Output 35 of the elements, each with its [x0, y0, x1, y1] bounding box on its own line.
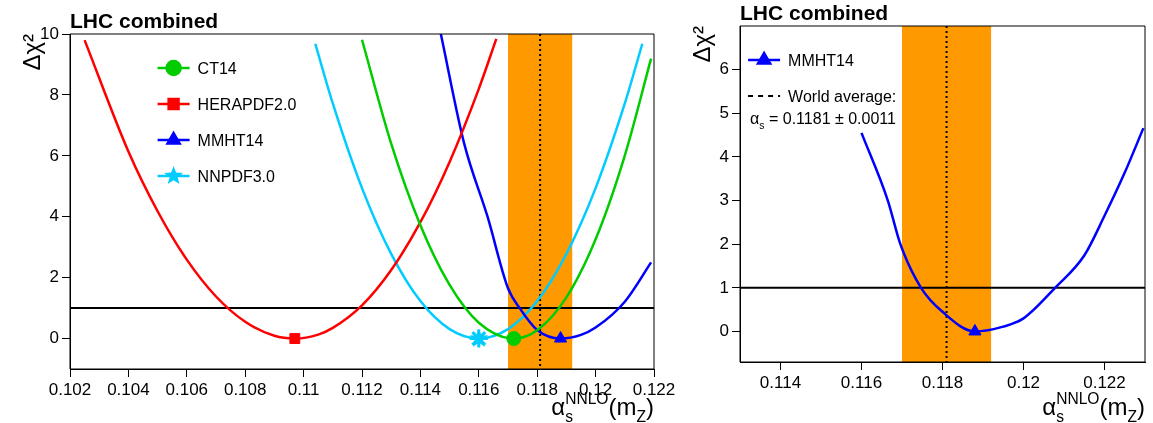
y-tick-label: 2 [719, 233, 729, 253]
legend-label: MMHT14 [197, 132, 264, 149]
x-tick-label: 0.106 [165, 379, 209, 399]
y-tick-label: 2 [49, 267, 59, 287]
y-tick-label: 0 [49, 328, 59, 348]
x-tick-label: 0.11 [287, 379, 320, 399]
x-tick-label: 0.122 [632, 379, 676, 399]
x-tick-label: 0.112 [341, 379, 383, 399]
x-tick-label: 0.116 [840, 372, 883, 392]
x-tick-label: 0.122 [1083, 372, 1126, 392]
chart-title: LHC combined [70, 9, 219, 32]
y-tick-label: 1 [719, 277, 729, 297]
y-tick-label: 4 [49, 206, 59, 226]
x-tick-label: 0.114 [399, 379, 442, 399]
x-tick-label: 0.12 [1006, 372, 1041, 392]
y-tick-label: 3 [719, 190, 729, 210]
y-tick-label: 6 [719, 59, 729, 79]
y-axis-title: Δχ² [688, 25, 715, 63]
x-tick-label: 0.108 [223, 379, 267, 399]
x-tick-label: 0.118 [921, 372, 964, 392]
chart-title: LHC combined [740, 1, 889, 24]
y-tick-label: 5 [719, 102, 729, 122]
y-tick-label: 6 [49, 145, 59, 165]
legend-label: MMHT14 [788, 52, 854, 69]
x-tick-label: 0.104 [107, 379, 150, 399]
legend-label: NNPDF3.0 [197, 168, 276, 185]
y-tick-label: 4 [719, 146, 729, 166]
legend-label: CT14 [197, 60, 237, 77]
x-tick-label: 0.102 [48, 379, 92, 399]
y-tick-label: 0 [719, 321, 729, 341]
x-tick-label: 0.114 [759, 372, 802, 392]
y-tick-label: 8 [49, 84, 59, 104]
legend-label: HERAPDF2.0 [197, 96, 297, 113]
ref-line-label: World average: [788, 88, 897, 105]
x-tick-label: 0.116 [458, 379, 500, 399]
